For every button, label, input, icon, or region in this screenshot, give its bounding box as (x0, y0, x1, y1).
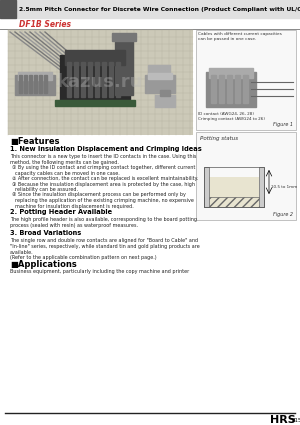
Bar (24, 75, 27, 93)
Bar (196, 132, 296, 220)
Bar (145, 75, 175, 93)
Text: Figure 2: Figure 2 (273, 212, 293, 217)
Text: Figure 1: Figure 1 (273, 122, 293, 127)
Bar (60, 55, 130, 105)
Bar (148, 73, 172, 79)
Bar (74, 62, 78, 97)
Bar (259, 167, 264, 207)
Text: ① By using the ID contact and crimping contact together, different current
  cap: ① By using the ID contact and crimping c… (12, 165, 195, 176)
Text: ② After connection, the contact can be replaced is excellent maintainability.: ② After connection, the contact can be r… (12, 176, 198, 181)
Bar (81, 62, 85, 97)
Text: B153: B153 (291, 419, 300, 423)
Bar (243, 75, 248, 103)
Bar (227, 75, 232, 103)
Bar (211, 75, 216, 103)
Bar (112, 33, 136, 41)
Bar (55, 100, 135, 106)
Text: DF1B Series: DF1B Series (19, 20, 71, 28)
Bar (148, 65, 170, 75)
Text: 1. New Insulation Displacement and Crimping Ideas: 1. New Insulation Displacement and Crimp… (10, 146, 202, 152)
Text: Potting status: Potting status (200, 136, 238, 141)
Text: ③ Because the insulation displacement area is protected by the case, high
  reli: ③ Because the insulation displacement ar… (12, 181, 195, 192)
Text: 3. Broad Variations: 3. Broad Variations (10, 230, 81, 236)
Text: HRS: HRS (270, 415, 296, 425)
Bar (18, 72, 52, 80)
Bar (95, 62, 99, 97)
Bar (16, 0, 300, 18)
Bar (160, 90, 170, 96)
Text: Business equipment, particularly including the copy machine and printer: Business equipment, particularly includi… (10, 269, 189, 274)
Text: ■Applications: ■Applications (10, 260, 77, 269)
Bar (8, 30, 193, 135)
Text: 10.5 to 1mm: 10.5 to 1mm (271, 185, 297, 189)
Bar (67, 62, 71, 97)
Bar (219, 75, 224, 103)
Bar (109, 62, 113, 97)
Bar (204, 167, 209, 207)
Bar (206, 72, 256, 107)
Bar (204, 197, 264, 207)
Text: kazus.ru: kazus.ru (57, 73, 143, 91)
Text: 2. Potting Header Available: 2. Potting Header Available (10, 209, 112, 215)
Bar (0, 0, 16, 18)
Bar (102, 62, 106, 97)
Bar (115, 35, 133, 95)
Text: This connector is a new type to insert the ID contacts in the case. Using this
m: This connector is a new type to insert t… (10, 154, 196, 165)
Bar (196, 30, 296, 130)
Bar (209, 177, 259, 207)
Text: Cables with different current capacities
can be passed in one case.: Cables with different current capacities… (198, 32, 282, 41)
Bar (204, 167, 264, 207)
Bar (19, 75, 22, 93)
Text: The high profile header is also available, corresponding to the board potting
pr: The high profile header is also availabl… (10, 217, 197, 228)
Bar (29, 75, 32, 93)
Text: ID contact (AWG24, 26, 28)
Crimping contact (AWG24 to 26): ID contact (AWG24, 26, 28) Crimping cont… (198, 112, 265, 121)
Text: ④ Since the insulation displacement process can be performed only by
  replacing: ④ Since the insulation displacement proc… (12, 192, 194, 209)
Bar (235, 75, 240, 103)
Text: 2.5mm Pitch Connector for Discrete Wire Connection (Product Compliant with UL/CS: 2.5mm Pitch Connector for Discrete Wire … (19, 6, 300, 11)
Bar (44, 75, 47, 93)
Bar (209, 68, 253, 78)
Bar (88, 62, 92, 97)
Bar (65, 50, 125, 65)
Text: The single row and double row contacts are aligned for "Board to Cable" and
"In-: The single row and double row contacts a… (10, 238, 200, 261)
Bar (39, 75, 42, 93)
Bar (34, 75, 37, 93)
Bar (15, 75, 55, 95)
Bar (155, 95, 175, 107)
Text: ■Features: ■Features (10, 137, 59, 146)
Bar (116, 62, 120, 97)
